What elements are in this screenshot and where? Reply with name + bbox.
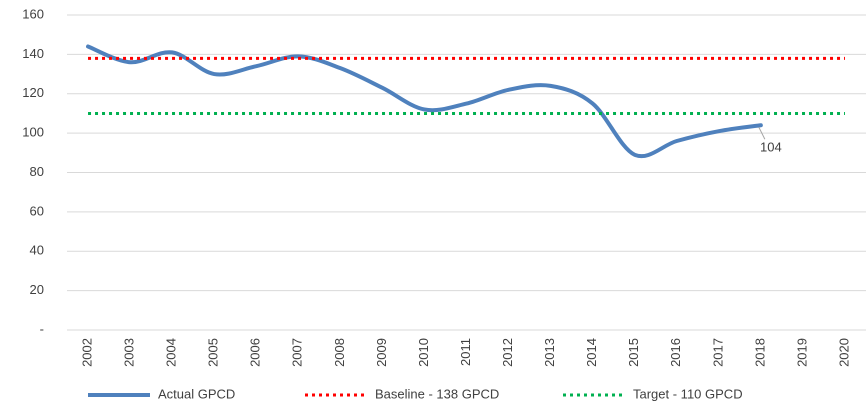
x-tick-label: 2007 — [290, 338, 305, 367]
x-tick-label: 2017 — [710, 338, 725, 367]
x-tick-label: 2012 — [500, 338, 515, 367]
x-tick-label: 2010 — [416, 338, 431, 367]
y-tick-label: 140 — [22, 46, 44, 61]
y-tick-label: 120 — [22, 85, 44, 100]
x-tick-label: 2013 — [542, 338, 557, 367]
y-tick-label: - — [40, 321, 44, 336]
y-tick-label: 80 — [30, 164, 44, 179]
x-tick-label: 2009 — [374, 338, 389, 367]
x-tick-label: 2019 — [794, 338, 809, 367]
y-tick-label: 40 — [30, 243, 44, 258]
y-tick-label: 100 — [22, 125, 44, 140]
x-tick-label: 2005 — [206, 338, 221, 367]
label-leader — [758, 127, 766, 140]
x-tick-label: 2015 — [626, 338, 641, 367]
series-line — [86, 44, 763, 159]
legend-label: Target - 110 GPCD — [633, 386, 743, 401]
legend-label: Actual GPCD — [158, 386, 235, 401]
data-label: 104 — [760, 140, 782, 155]
x-tick-label: 2003 — [122, 338, 137, 367]
x-tick-label: 2011 — [458, 338, 473, 366]
x-tick-label: 2020 — [836, 338, 851, 367]
x-tick-label: 2014 — [584, 338, 599, 367]
y-tick-label: 20 — [30, 282, 44, 297]
x-tick-label: 2018 — [752, 338, 767, 367]
x-tick-label: 2006 — [248, 338, 263, 367]
legend-label: Baseline - 138 GPCD — [375, 386, 499, 401]
x-tick-label: 2016 — [668, 338, 683, 367]
y-tick-label: 160 — [22, 6, 44, 21]
x-tick-label: 2002 — [79, 338, 94, 367]
x-tick-label: 2008 — [332, 338, 347, 367]
x-tick-label: 2004 — [164, 338, 179, 367]
y-tick-label: 60 — [30, 203, 44, 218]
